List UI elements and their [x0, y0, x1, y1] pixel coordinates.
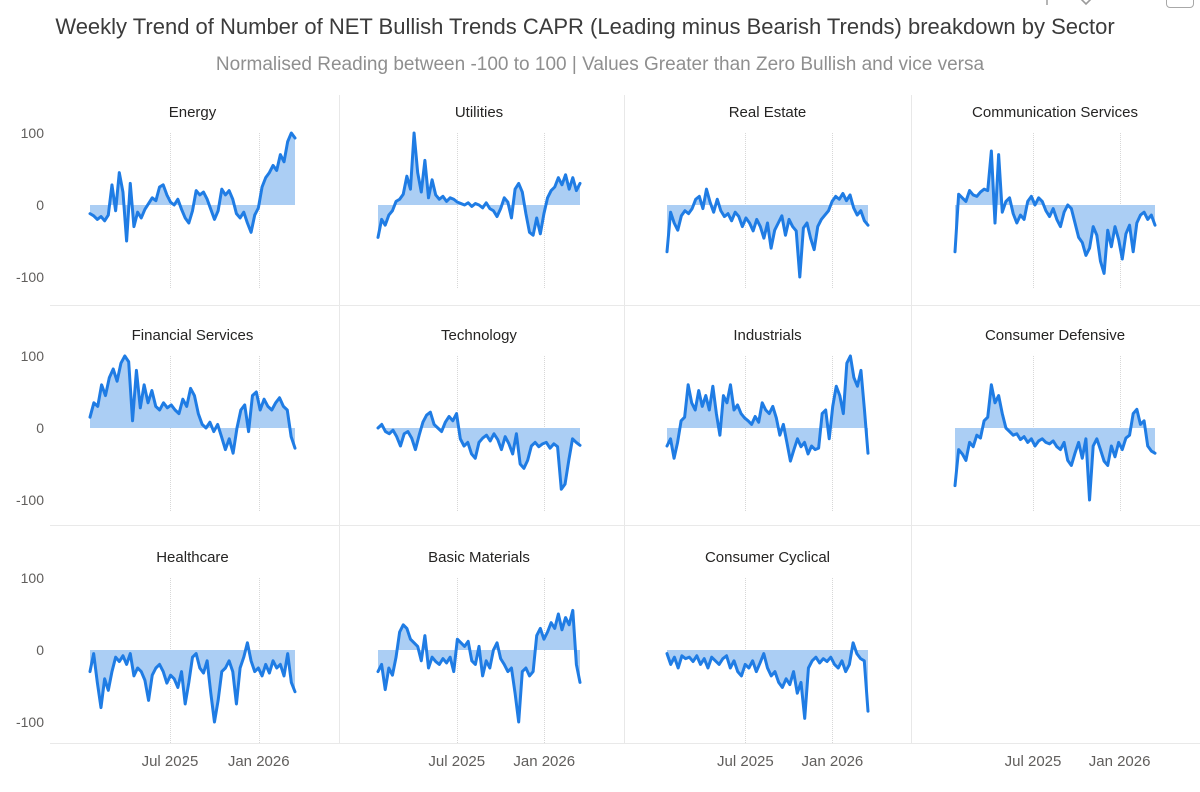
column-separator [339, 95, 340, 743]
trend-line-energy [88, 131, 297, 243]
y-tick-label: 0 [36, 420, 44, 436]
facet-title-healthcare: Healthcare [156, 549, 229, 566]
area-fill-industrials [667, 356, 868, 462]
page-title: Weekly Trend of Number of NET Bullish Tr… [55, 14, 1115, 39]
trend-line-technology [376, 410, 582, 491]
x-tick-label: Jan 2026 [801, 753, 864, 770]
trend-line-consumer-cyclical [665, 641, 870, 720]
facet-plot-utilities[interactable] [375, 127, 583, 283]
y-tick-label: 0 [36, 642, 44, 658]
facet-plot-real-estate[interactable] [664, 127, 871, 283]
facet-title-financial-services: Financial Services [131, 327, 254, 344]
x-gridline [169, 356, 171, 511]
facet-title-energy: Energy [168, 104, 217, 121]
row-axis-line [50, 525, 1200, 526]
x-gridline [456, 133, 458, 288]
column-separator [911, 95, 912, 743]
x-tick-label: Jan 2026 [1088, 753, 1151, 770]
x-tick-label: Jan 2026 [513, 753, 576, 770]
facet-title-consumer-defensive: Consumer Defensive [984, 327, 1126, 344]
chevron-down-icon[interactable] [1080, 0, 1092, 6]
y-tick-label: 100 [20, 125, 44, 141]
area-fill-consumer-cyclical [667, 642, 868, 719]
facet-plot-consumer-defensive[interactable] [952, 350, 1158, 506]
trend-line-basic-materials [376, 608, 582, 724]
trend-line-communication-services [953, 149, 1157, 275]
x-gridline [544, 578, 546, 743]
area-fill-healthcare [90, 642, 295, 722]
facet-title-consumer-cyclical: Consumer Cyclical [704, 549, 831, 566]
x-gridline [456, 356, 458, 511]
x-gridline [832, 356, 834, 511]
x-gridline [169, 133, 171, 288]
area-fill-energy [90, 133, 295, 241]
trend-line-industrials [665, 354, 870, 463]
x-gridline [1033, 133, 1034, 288]
facet-title-real-estate: Real Estate [728, 104, 807, 121]
area-fill-financial-services [90, 356, 295, 454]
x-gridline [456, 578, 458, 743]
x-tick-label: Jul 2025 [141, 753, 199, 770]
facet-title-utilities: Utilities [454, 104, 504, 121]
y-tick-label: 100 [20, 348, 44, 364]
trend-line-healthcare [88, 641, 297, 724]
column-separator [624, 95, 625, 743]
x-tick-label: Jul 2025 [1004, 753, 1062, 770]
divider-tick-icon[interactable] [1046, 0, 1048, 5]
facet-title-technology: Technology [441, 327, 517, 344]
row-axis-line [50, 305, 1200, 306]
facet-title-industrials: Industrials [733, 327, 802, 344]
area-fill-real-estate [667, 189, 868, 277]
y-tick-label: -100 [15, 714, 44, 730]
area-fill-technology [378, 412, 580, 490]
facet-plot-financial-services[interactable] [87, 350, 298, 506]
y-tick-label: -100 [15, 492, 44, 508]
trend-line-real-estate [665, 187, 870, 279]
trend-line-utilities [376, 131, 582, 239]
facet-plot-communication-services[interactable] [952, 127, 1158, 283]
facet-plot-basic-materials[interactable] [375, 572, 583, 728]
facet-plot-consumer-cyclical[interactable] [664, 572, 871, 728]
facet-plot-industrials[interactable] [664, 350, 871, 506]
trend-line-financial-services [88, 354, 297, 455]
x-gridline [745, 356, 747, 511]
x-gridline [258, 356, 260, 511]
facet-plot-healthcare[interactable] [87, 572, 298, 728]
area-fill-utilities [378, 133, 580, 238]
y-tick-label: 100 [20, 570, 44, 586]
y-tick-label: 0 [36, 197, 44, 213]
x-gridline [258, 133, 260, 288]
facet-plot-technology[interactable] [375, 350, 583, 506]
card-outline-icon[interactable] [1166, 0, 1194, 8]
trend-line-consumer-defensive [953, 383, 1157, 502]
page-subtitle: Normalised Reading between -100 to 100 |… [215, 54, 985, 75]
x-tick-label: Jan 2026 [227, 753, 290, 770]
x-tick-label: Jul 2025 [428, 753, 486, 770]
x-tick-label: Jul 2025 [717, 753, 774, 770]
facet-title-communication-services: Communication Services [972, 104, 1138, 121]
x-gridline [832, 133, 834, 288]
row-axis-line [50, 743, 1200, 744]
facet-plot-energy[interactable] [87, 127, 298, 283]
y-tick-label: -100 [15, 269, 44, 285]
facet-title-basic-materials: Basic Materials [428, 549, 530, 566]
